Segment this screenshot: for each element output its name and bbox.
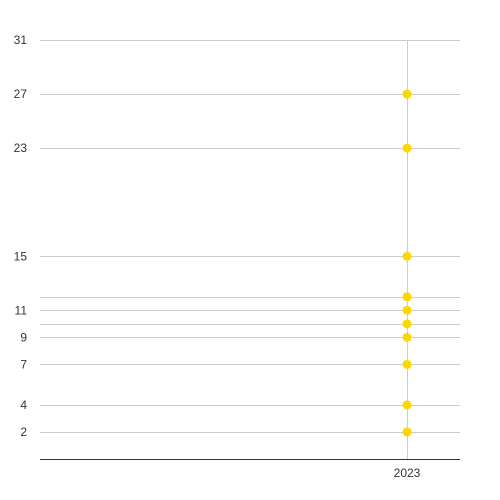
y-tick-label: 2 bbox=[20, 425, 27, 439]
data-point bbox=[402, 400, 412, 410]
data-point bbox=[402, 319, 412, 329]
grid-layer bbox=[40, 40, 460, 459]
y-tick-label: 9 bbox=[20, 330, 27, 344]
y-tick-label: 27 bbox=[14, 87, 28, 101]
data-point bbox=[402, 359, 412, 369]
label-layer: 2 4 7 9 11 15 23 27 31 2023 bbox=[14, 33, 421, 480]
points-layer bbox=[402, 89, 412, 437]
data-point bbox=[402, 305, 412, 315]
data-point bbox=[402, 143, 412, 153]
y-tick-label: 4 bbox=[20, 398, 27, 412]
x-tick-label: 2023 bbox=[394, 466, 421, 480]
y-tick-label: 7 bbox=[20, 357, 27, 371]
data-point bbox=[402, 292, 412, 302]
y-tick-label: 23 bbox=[14, 141, 28, 155]
y-tick-label: 31 bbox=[14, 33, 28, 47]
data-point bbox=[402, 332, 412, 342]
data-point bbox=[402, 251, 412, 261]
data-point bbox=[402, 427, 412, 437]
data-point bbox=[402, 89, 412, 99]
y-tick-label: 11 bbox=[15, 303, 28, 317]
y-tick-label: 15 bbox=[14, 249, 28, 263]
